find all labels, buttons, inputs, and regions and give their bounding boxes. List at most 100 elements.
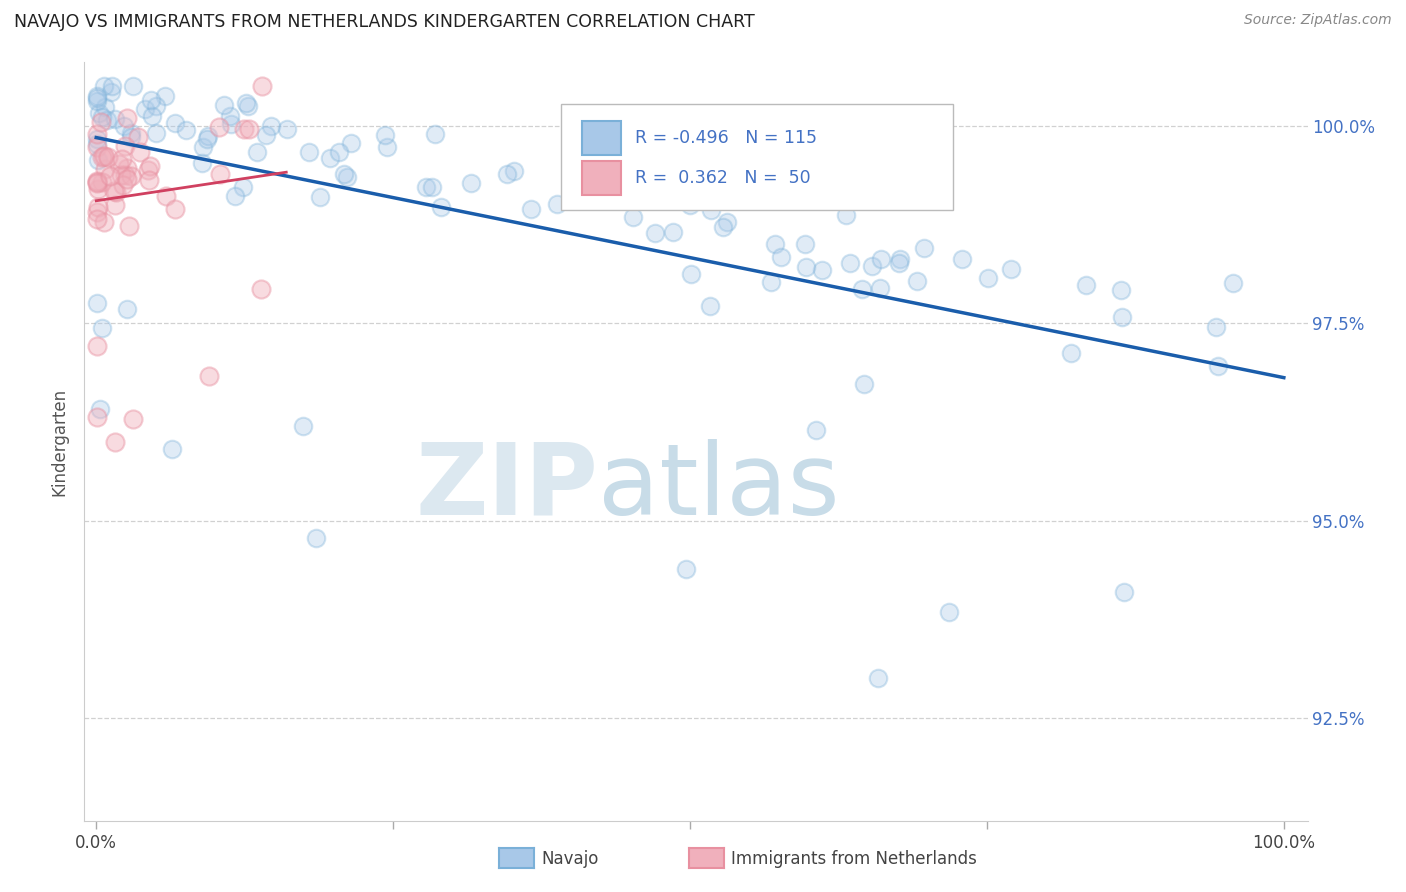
Point bbox=[90, 114, 112, 128]
Point bbox=[208, 167, 231, 181]
Point bbox=[699, 299, 721, 313]
Point bbox=[120, 129, 142, 144]
Point bbox=[582, 166, 605, 180]
Point bbox=[793, 237, 815, 252]
Point bbox=[977, 271, 1000, 285]
Point bbox=[567, 192, 589, 206]
Point bbox=[91, 175, 114, 189]
Point bbox=[546, 197, 568, 211]
Point bbox=[238, 122, 260, 136]
Point bbox=[1206, 359, 1229, 373]
Point bbox=[111, 153, 134, 167]
Point bbox=[423, 128, 446, 142]
Point bbox=[86, 410, 108, 425]
Point bbox=[91, 150, 114, 164]
Point bbox=[112, 178, 135, 192]
Point bbox=[298, 145, 321, 159]
Point bbox=[104, 197, 127, 211]
Point bbox=[86, 137, 108, 152]
Point bbox=[218, 109, 240, 123]
Point bbox=[160, 442, 183, 456]
Point bbox=[86, 205, 108, 219]
Point bbox=[136, 163, 159, 178]
Point bbox=[208, 120, 231, 135]
Point bbox=[115, 171, 138, 186]
FancyBboxPatch shape bbox=[582, 120, 621, 155]
Point bbox=[1114, 585, 1136, 599]
Point bbox=[460, 177, 482, 191]
Point bbox=[197, 128, 219, 143]
Point bbox=[114, 168, 136, 182]
Point bbox=[340, 136, 363, 150]
Point bbox=[86, 211, 108, 226]
Point bbox=[174, 123, 197, 137]
Point bbox=[212, 98, 235, 112]
Point bbox=[120, 126, 142, 140]
Point bbox=[115, 161, 138, 175]
Point bbox=[938, 605, 960, 619]
Point bbox=[328, 145, 350, 159]
Point bbox=[319, 151, 342, 165]
Point bbox=[621, 181, 644, 195]
Point bbox=[292, 419, 315, 434]
Point bbox=[860, 260, 883, 274]
Point bbox=[415, 180, 437, 194]
Point bbox=[235, 95, 257, 110]
Point bbox=[86, 127, 108, 141]
Point bbox=[887, 256, 910, 270]
Text: R = -0.496   N = 115: R = -0.496 N = 115 bbox=[636, 129, 817, 147]
Point bbox=[86, 174, 108, 188]
Point bbox=[374, 128, 396, 143]
Point bbox=[700, 203, 723, 218]
Point bbox=[118, 219, 141, 233]
Point bbox=[770, 250, 793, 264]
Point bbox=[502, 163, 524, 178]
Point bbox=[93, 79, 115, 94]
Point bbox=[224, 188, 246, 202]
Point bbox=[679, 198, 702, 212]
Point bbox=[1074, 277, 1097, 292]
Point bbox=[1000, 262, 1022, 277]
Point bbox=[122, 412, 145, 426]
Point bbox=[1111, 310, 1133, 324]
Point bbox=[86, 176, 108, 190]
Point bbox=[86, 91, 108, 105]
Point bbox=[496, 167, 519, 181]
Point bbox=[219, 117, 242, 131]
FancyBboxPatch shape bbox=[582, 161, 621, 195]
Point bbox=[796, 260, 818, 275]
Point bbox=[91, 111, 114, 125]
Point bbox=[569, 186, 592, 200]
Point bbox=[87, 153, 110, 167]
Point bbox=[93, 148, 115, 162]
Point bbox=[128, 145, 150, 160]
Point bbox=[108, 156, 131, 170]
Point bbox=[112, 119, 135, 133]
Point bbox=[308, 190, 330, 204]
Point bbox=[617, 180, 640, 194]
Point bbox=[336, 169, 359, 184]
Point bbox=[89, 401, 111, 416]
Point bbox=[763, 236, 786, 251]
Point bbox=[134, 102, 156, 116]
Point bbox=[675, 562, 697, 576]
Point bbox=[644, 226, 666, 240]
Text: Navajo: Navajo bbox=[541, 850, 599, 868]
Point bbox=[679, 267, 702, 281]
Point bbox=[195, 131, 218, 145]
Text: ZIP: ZIP bbox=[415, 439, 598, 535]
Point bbox=[163, 202, 186, 216]
Point bbox=[93, 214, 115, 228]
Point bbox=[835, 208, 858, 222]
Point bbox=[91, 321, 114, 335]
Point bbox=[93, 149, 115, 163]
Point bbox=[905, 274, 928, 288]
Point bbox=[163, 116, 186, 130]
Point bbox=[139, 159, 162, 173]
Point bbox=[141, 109, 163, 123]
Point bbox=[1205, 320, 1227, 334]
Point bbox=[254, 128, 277, 142]
Point bbox=[104, 434, 127, 449]
Point bbox=[520, 202, 543, 216]
Point bbox=[115, 111, 138, 125]
